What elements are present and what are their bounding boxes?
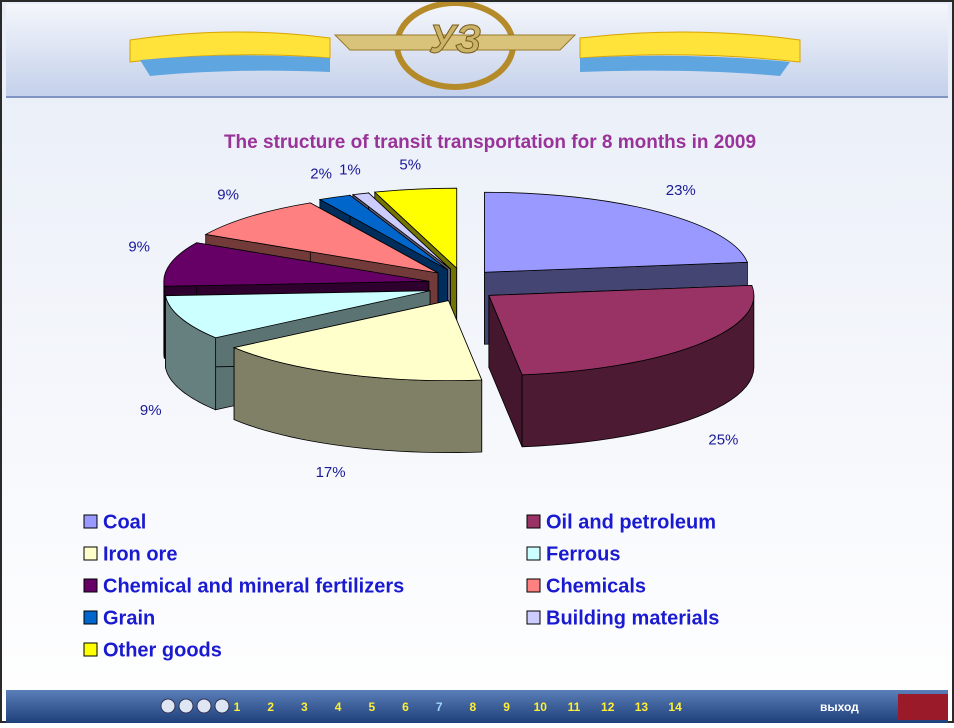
- legend-label: Grain: [103, 607, 155, 629]
- data-label: 1%: [339, 162, 361, 179]
- page-link[interactable]: 10: [534, 700, 548, 714]
- slice-wall: [163, 281, 165, 359]
- page-link[interactable]: 5: [368, 700, 375, 714]
- slice-top: [318, 194, 448, 270]
- page-link[interactable]: 2: [267, 700, 274, 714]
- slice-top: [232, 300, 483, 381]
- page-link[interactable]: 9: [503, 700, 510, 714]
- nav-first[interactable]: [160, 698, 176, 714]
- legend-swatch: [526, 578, 541, 593]
- slice-top: [373, 187, 458, 270]
- legend-label: Oil and petroleum: [546, 511, 716, 533]
- data-label: 5%: [399, 157, 421, 174]
- page-link[interactable]: 4: [335, 700, 342, 714]
- data-label: 2%: [310, 166, 332, 183]
- legend-swatch: [83, 610, 98, 625]
- data-label: 25%: [708, 431, 738, 448]
- legend: Coal Oil and petroleum Iron ore Ferrous Chem…: [83, 511, 719, 661]
- ribbon-right-blue: [580, 55, 790, 76]
- legend-swatch: [526, 610, 541, 625]
- data-label: 9%: [140, 402, 162, 419]
- ribbon-left-blue: [140, 55, 330, 76]
- legend-swatch: [83, 514, 98, 529]
- legend-label: Chemicals: [546, 575, 646, 597]
- chart-title: The structure of transit transportation …: [224, 132, 756, 153]
- slice-top: [204, 202, 439, 274]
- corner-logo: [898, 694, 948, 720]
- page-link[interactable]: 8: [470, 700, 477, 714]
- page-link[interactable]: 3: [301, 700, 308, 714]
- page-link[interactable]: 12: [601, 700, 615, 714]
- legend-label: Iron ore: [103, 543, 177, 565]
- legend-label: Other goods: [103, 639, 222, 661]
- page-link[interactable]: 1: [234, 700, 241, 714]
- legend-swatch: [83, 642, 98, 657]
- slice-top: [488, 284, 755, 376]
- slice-top: [163, 242, 429, 287]
- exit-link[interactable]: выход: [820, 700, 859, 714]
- nav-buttons: [160, 698, 230, 714]
- page-link[interactable]: 11: [568, 700, 581, 714]
- nav-prev[interactable]: [178, 698, 194, 714]
- nav-next[interactable]: [196, 698, 212, 714]
- slice-top: [484, 191, 748, 273]
- legend-label: Chemical and mineral fertilizers: [103, 575, 404, 597]
- logo: УЗ: [429, 18, 481, 62]
- slice-top: [165, 290, 431, 339]
- slice-top: [351, 192, 451, 270]
- slice: [232, 300, 483, 453]
- nav-last[interactable]: [214, 698, 230, 714]
- legend-swatch: [526, 514, 541, 529]
- legend-swatch: [83, 578, 98, 593]
- data-label: 9%: [128, 239, 150, 256]
- legend-label: Ferrous: [546, 543, 620, 565]
- page-link[interactable]: 13: [635, 700, 649, 714]
- slice: [488, 284, 755, 448]
- page-link[interactable]: 6: [402, 700, 409, 714]
- data-label: 9%: [217, 187, 239, 204]
- page-link[interactable]: 14: [668, 700, 682, 714]
- footer: [6, 690, 948, 723]
- data-label: 23%: [666, 182, 696, 199]
- data-label: 17%: [316, 464, 346, 481]
- legend-swatch: [83, 546, 98, 561]
- ribbon-right: [579, 31, 801, 63]
- logo-wings: [333, 34, 577, 51]
- legend-swatch: [526, 546, 541, 561]
- legend-label: Coal: [103, 511, 146, 533]
- pie: 23% 25% 17% 9% 9% 9% 2% 1% 5%: [128, 157, 755, 481]
- nav: 1 2 3 4 5 6 7 8 9 10 11 12 13 14: [234, 700, 682, 714]
- page-link[interactable]: 7: [436, 700, 443, 714]
- legend-label: Building materials: [546, 607, 719, 629]
